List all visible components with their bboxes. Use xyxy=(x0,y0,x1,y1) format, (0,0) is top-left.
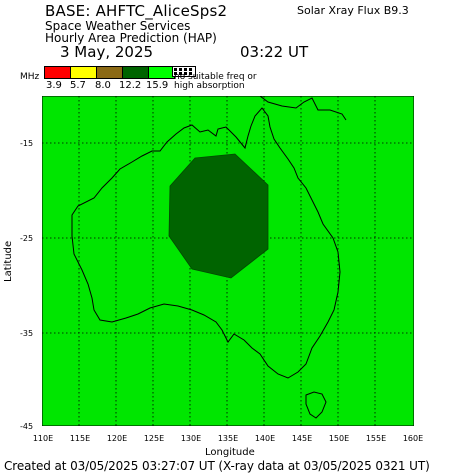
australia-coastline xyxy=(71,107,341,379)
legend-swatch-5 xyxy=(149,67,174,78)
legend-label-3: 8.0 xyxy=(95,80,111,91)
no-suitable-label: no suitable freq or high absorption xyxy=(174,72,257,91)
coverage-region xyxy=(168,153,269,279)
prediction-date: 3 May, 2025 xyxy=(60,43,154,61)
footer-created-at: Created at 03/05/2025 03:27:07 UT (X-ray… xyxy=(4,459,430,473)
legend-unit: MHz xyxy=(20,72,40,82)
x-tick-115e: 115E xyxy=(69,434,91,443)
y-tick--25: -25 xyxy=(20,234,34,243)
legend-swatch-4 xyxy=(123,67,149,78)
x-tick-150e: 150E xyxy=(328,434,350,443)
subtitle-service: Space Weather Services xyxy=(45,19,191,33)
base-title: BASE: AHFTC_AliceSps2 xyxy=(45,2,228,20)
y-tick--15: -15 xyxy=(20,139,34,148)
x-tick-145e: 145E xyxy=(291,434,313,443)
x-tick-130e: 130E xyxy=(180,434,202,443)
no-suitable-swatch xyxy=(172,66,196,77)
x-tick-155e: 155E xyxy=(365,434,387,443)
frequency-legend xyxy=(44,66,175,79)
x-tick-120e: 120E xyxy=(106,434,128,443)
y-tick--45: -45 xyxy=(20,422,34,431)
legend-label-4: 12.2 xyxy=(119,80,142,91)
x-tick-135e: 135E xyxy=(217,434,239,443)
prediction-time: 03:22 UT xyxy=(240,43,309,61)
x-tick-160e: 160E xyxy=(402,434,424,443)
hap-map xyxy=(42,96,414,426)
papua-coastline xyxy=(259,96,347,121)
legend-label-5: 15.9 xyxy=(146,80,169,91)
legend-swatch-1 xyxy=(45,67,71,78)
y-axis-label: Latitude xyxy=(3,240,14,282)
x-tick-140e: 140E xyxy=(254,434,276,443)
x-axis-label: Longitude xyxy=(205,447,255,458)
legend-swatch-2 xyxy=(71,67,97,78)
solar-xray-flux: Solar Xray Flux B9.3 xyxy=(297,4,409,17)
tasmania-coastline xyxy=(305,391,327,419)
x-tick-125e: 125E xyxy=(143,434,165,443)
x-tick-110e: 110E xyxy=(32,434,54,443)
legend-swatch-3 xyxy=(97,67,123,78)
y-tick--35: -35 xyxy=(20,329,34,338)
subtitle-hap: Hourly Area Prediction (HAP) xyxy=(45,31,217,45)
legend-label-1: 3.9 xyxy=(46,80,62,91)
legend-label-2: 5.7 xyxy=(70,80,86,91)
